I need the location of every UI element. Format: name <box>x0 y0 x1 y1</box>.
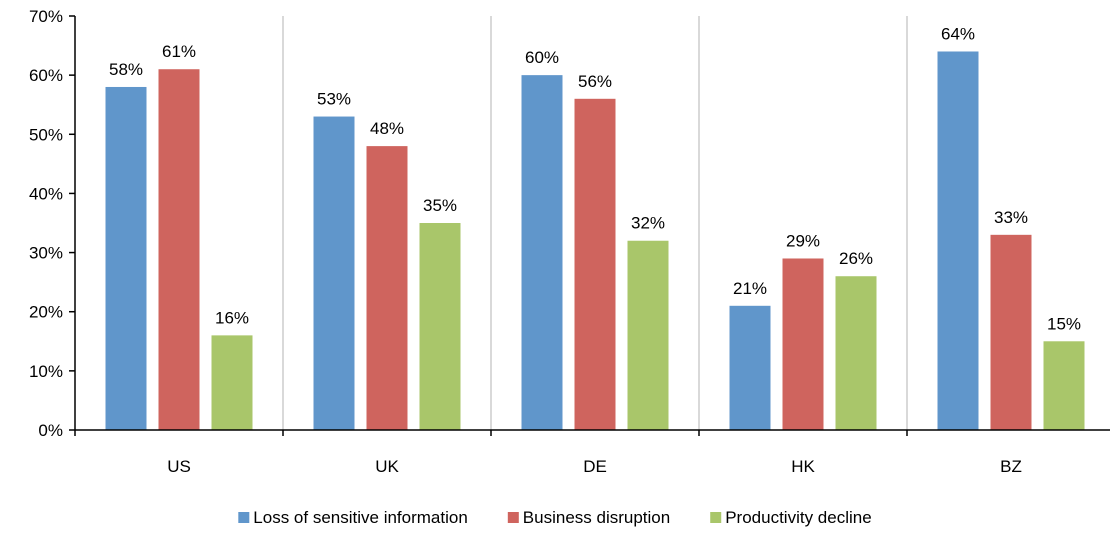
data-label: 32% <box>631 214 665 233</box>
y-tick-label: 20% <box>29 303 63 322</box>
bar <box>105 86 147 430</box>
data-label: 64% <box>941 24 975 43</box>
legend-swatch <box>238 512 250 523</box>
data-label: 15% <box>1047 314 1081 333</box>
bar <box>158 69 200 430</box>
bar <box>990 234 1032 430</box>
data-label: 29% <box>786 231 820 250</box>
data-label: 60% <box>525 48 559 67</box>
x-tick-label: US <box>167 457 191 476</box>
data-label: 61% <box>162 42 196 61</box>
data-labels: 58% 61% 16% 53% 48% 35% 60% 56% 32% 21% 29% 26% 64% 3… <box>109 24 1081 333</box>
legend-label: Productivity decline <box>725 508 871 527</box>
bar <box>211 335 253 430</box>
data-label: 53% <box>317 90 351 109</box>
bar <box>574 98 616 431</box>
y-tick-label: 30% <box>29 244 63 263</box>
legend-label: Loss of sensitive information <box>253 508 468 527</box>
bar <box>1043 341 1085 430</box>
data-label: 33% <box>994 208 1028 227</box>
data-label: 35% <box>423 196 457 215</box>
x-axis: US UK DE HK BZ <box>74 429 1110 476</box>
x-tick-label: UK <box>375 457 399 476</box>
data-label: 16% <box>215 308 249 327</box>
category-separators <box>282 16 908 430</box>
bar <box>313 116 355 431</box>
bar <box>937 51 979 430</box>
y-tick-label: 40% <box>29 184 63 203</box>
bar <box>366 146 408 430</box>
y-tick-label: 0% <box>38 421 63 440</box>
data-label: 26% <box>839 249 873 268</box>
legend-swatch <box>507 512 519 523</box>
y-tick-label: 10% <box>29 362 63 381</box>
x-tick-label: DE <box>583 457 607 476</box>
x-tick-label: HK <box>791 457 815 476</box>
bar <box>835 276 877 430</box>
bar <box>729 305 771 430</box>
y-tick-label: 70% <box>29 7 63 26</box>
data-label: 56% <box>578 72 612 91</box>
legend: Loss of sensitive information Business di… <box>238 508 872 527</box>
legend-label: Business disruption <box>523 508 670 527</box>
bar <box>627 240 669 430</box>
data-label: 48% <box>370 119 404 138</box>
legend-swatch <box>710 512 722 523</box>
y-axis: 0% 10% 20% 30% 40% 50% 60% 70% <box>29 7 76 440</box>
bars <box>105 51 1085 431</box>
y-tick-label: 50% <box>29 125 63 144</box>
bar <box>782 258 824 430</box>
y-tick-label: 60% <box>29 66 63 85</box>
data-label: 21% <box>733 279 767 298</box>
x-tick-label: BZ <box>1000 457 1022 476</box>
bar <box>521 75 563 431</box>
bar <box>419 223 461 430</box>
data-label: 58% <box>109 60 143 79</box>
